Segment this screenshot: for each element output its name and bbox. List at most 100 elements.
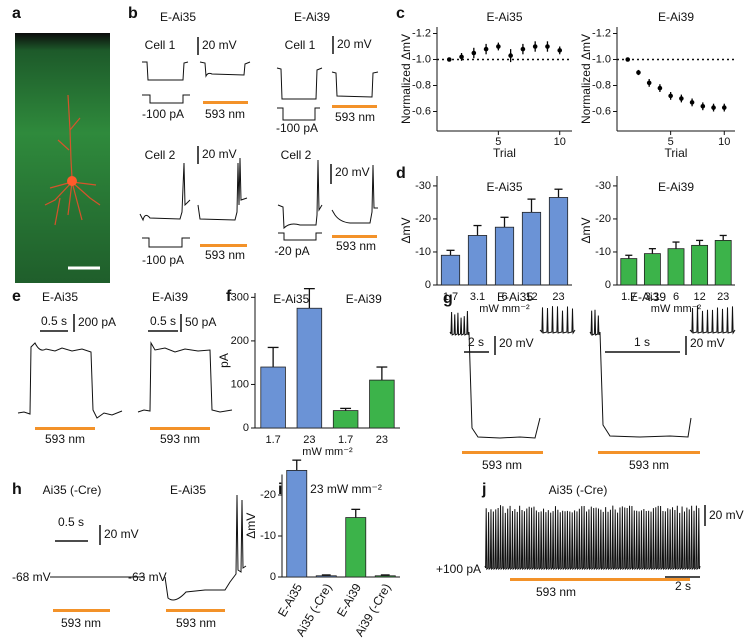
y-axis-label: pA: [217, 353, 231, 368]
trace: [197, 157, 248, 221]
bar: [374, 575, 396, 578]
label: 50 pA: [185, 315, 216, 329]
point: [496, 44, 501, 49]
label: 2 s: [675, 579, 691, 593]
y-tick-label: -30: [595, 180, 611, 192]
point: [657, 85, 663, 91]
x-axis-label: Trial: [665, 146, 688, 160]
label: 593 nm: [61, 616, 101, 630]
light-bar: [462, 451, 543, 454]
label: 593 nm: [160, 432, 200, 446]
label: E-Ai35: [42, 290, 78, 304]
y-tick-label: -10: [415, 246, 431, 258]
x-tick-label: 3.1: [645, 291, 660, 303]
panel-letter: f: [226, 288, 232, 305]
point: [446, 57, 452, 62]
panel-j: Ai35 (-Cre) 20 mV +100 pA 2 s 593 nm: [436, 483, 744, 599]
bar: [643, 253, 661, 286]
y-tick-label: -0.8: [592, 79, 611, 91]
label: 593 nm: [536, 585, 576, 599]
label: 593 nm: [336, 239, 376, 253]
x-tick-label: 6: [501, 291, 507, 303]
x-axis-label: mW mm⁻²: [302, 446, 353, 458]
point: [679, 96, 684, 101]
trace: [277, 107, 320, 121]
trace: [276, 67, 323, 100]
y-tick-label: -20: [415, 213, 431, 225]
label: 0.5 s: [150, 314, 176, 328]
x-tick-label: 12: [525, 291, 537, 303]
bar: [691, 244, 709, 286]
label: E-Ai39: [630, 290, 666, 304]
x-tick-label: 23: [717, 291, 729, 303]
label: 20 mV: [104, 527, 139, 541]
label: E-Ai35: [170, 483, 206, 497]
y-tick-label: 0: [270, 571, 276, 583]
light-bar: [332, 235, 377, 238]
point: [532, 44, 538, 49]
trace: [689, 305, 736, 335]
point: [557, 48, 563, 53]
y-tick-label: -1.0: [592, 53, 611, 65]
light-bar: [166, 609, 225, 612]
label: 20 mV: [499, 336, 534, 350]
panel-b: E-Ai35 E-Ai39 Cell 1 20 mV -100 pA 593 n…: [139, 10, 379, 267]
y-tick-label: -1.2: [592, 27, 611, 39]
label: +100 pA: [436, 562, 481, 576]
label: 593 nm: [335, 110, 375, 124]
label: -100 pA: [142, 253, 184, 267]
trace: [539, 306, 576, 335]
bar: [345, 517, 367, 578]
label: E-Ai35: [497, 290, 533, 304]
x-tick-label: 6: [673, 291, 679, 303]
point: [689, 100, 695, 105]
point: [721, 105, 727, 110]
x-tick-label: 10: [718, 136, 730, 148]
trace: [589, 309, 601, 336]
label: E-Ai35: [160, 10, 196, 24]
x-tick-label: E-Ai35: [275, 581, 305, 619]
chart-title: E-Ai39: [658, 180, 694, 194]
light-bar: [598, 451, 700, 454]
light-bar: [332, 105, 377, 108]
label: 593 nm: [45, 432, 85, 446]
trace: [142, 94, 190, 104]
bar: [260, 366, 286, 429]
label: 0.5 s: [41, 314, 67, 328]
trace: [17, 342, 123, 419]
panel-letter: c: [396, 5, 405, 22]
group-label: E-Ai35: [273, 292, 309, 306]
bar: [667, 248, 685, 286]
bar: [315, 575, 337, 578]
trace: [139, 162, 191, 222]
panel-g: E-Ai35 E-Ai39 2 s 20 mV 1 s 20 mV 593 nm…: [462, 290, 725, 472]
y-tick-label: -0.8: [412, 79, 431, 91]
y-tick-label: 0: [243, 422, 249, 434]
bar: [494, 226, 515, 286]
light-bar: [200, 244, 247, 247]
trace: [164, 494, 247, 601]
x-tick-label: 3.1: [470, 291, 485, 303]
label: Cell 1: [145, 38, 176, 52]
bar: [714, 240, 732, 286]
y-tick-label: -0.6: [592, 105, 611, 117]
point: [545, 44, 550, 49]
light-bar: [53, 609, 110, 612]
point: [508, 53, 513, 58]
x-axis-label: mW mm⁻²: [479, 303, 530, 315]
chart-title: E-Ai35: [486, 10, 522, 24]
light-bar: [203, 101, 248, 104]
x-tick-label: 23: [376, 434, 388, 446]
point: [459, 54, 464, 60]
bar: [286, 469, 308, 578]
label: E-Ai39: [152, 290, 188, 304]
label: E-Ai39: [294, 10, 330, 24]
panel-letter: b: [128, 5, 138, 22]
label: Ai35 (-Cre): [549, 483, 608, 497]
label: 0.5 s: [58, 515, 84, 529]
annotation: 23 mW mm⁻²: [310, 482, 382, 496]
y-axis-label: Normalized ΔmV: [579, 34, 593, 124]
y-tick-label: -1.0: [412, 53, 431, 65]
point: [636, 70, 641, 75]
